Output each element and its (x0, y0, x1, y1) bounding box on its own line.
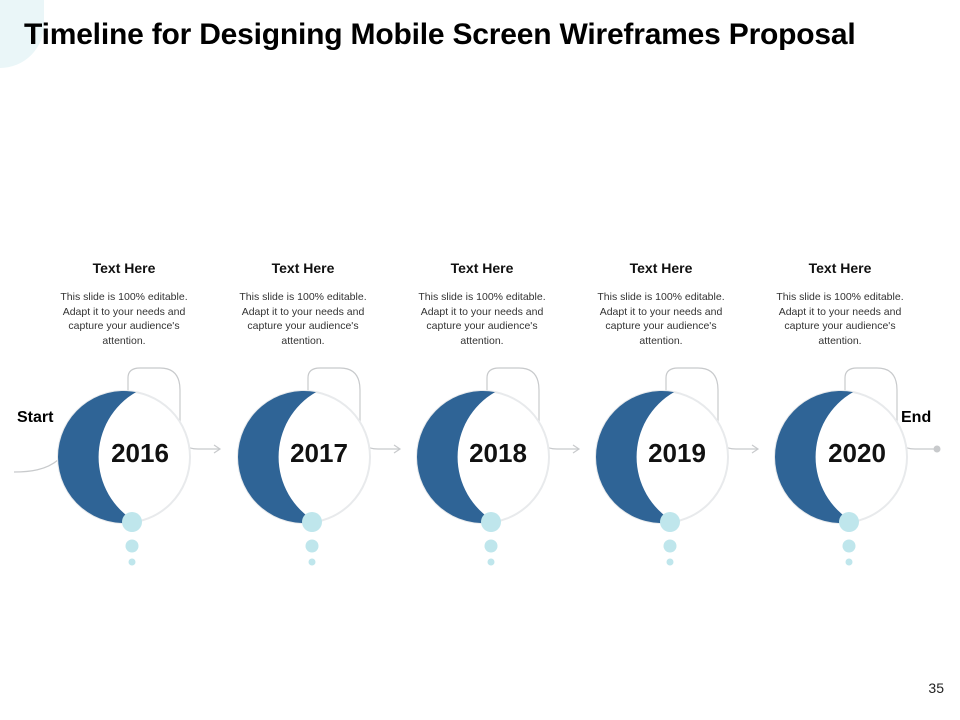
milestone-3-dot-medium (484, 539, 498, 553)
milestone-1-dot-medium (125, 539, 139, 553)
arrow-head-2 (393, 444, 402, 454)
milestone-5-year: 2020 (828, 438, 886, 468)
arrow-head-3 (572, 444, 581, 454)
milestone-1-crescent (58, 391, 136, 523)
milestone-4-year: 2019 (648, 438, 706, 468)
milestone-2-crescent (238, 391, 316, 524)
milestone-3-year: 2018 (469, 438, 527, 468)
milestone-4-dot-large (660, 512, 680, 532)
milestone-3-title: Text Here (450, 260, 514, 276)
milestone-3-dot-large (481, 512, 501, 532)
milestone-4-title: Text Here (629, 260, 693, 276)
milestone-4-crescent (596, 391, 674, 524)
slide-title: Timeline for Designing Mobile Screen Wir… (24, 18, 856, 51)
milestone-3-dot-small (487, 558, 495, 566)
milestone-5-crescent (775, 391, 853, 524)
milestone-5-dot-medium (842, 539, 856, 553)
milestone-3-text: This slide is 100% editable. Adapt it to… (418, 291, 546, 347)
arrow-head-4 (751, 444, 760, 454)
start-label: Start (17, 409, 54, 426)
milestone-5-dot-small (845, 558, 853, 566)
milestone-2-dot-small (308, 558, 316, 566)
start-connector-line (13, 459, 59, 473)
milestone-2-title: Text Here (271, 260, 335, 276)
milestone-1-title: Text Here (92, 260, 156, 276)
milestone-1-year: 2016 (111, 438, 169, 468)
end-dot (933, 445, 941, 453)
milestone-2-text: This slide is 100% editable. Adapt it to… (239, 291, 367, 347)
arrow-head-1 (213, 444, 222, 454)
page-number: 35 (928, 680, 944, 696)
milestone-1-dot-large (122, 512, 142, 532)
end-label: End (901, 409, 932, 426)
milestone-5-text: This slide is 100% editable. Adapt it to… (776, 291, 904, 347)
milestone-1-dot-small (128, 558, 136, 566)
milestone-5-dot-large (839, 512, 859, 532)
milestone-4-dot-medium (663, 539, 677, 553)
milestone-2-dot-medium (305, 539, 319, 553)
milestone-2-dot-large (302, 512, 322, 532)
milestone-1-text: This slide is 100% editable. Adapt it to… (60, 291, 188, 347)
milestone-5-title: Text Here (808, 260, 872, 276)
milestone-4-dot-small (666, 558, 674, 566)
milestone-4-text: This slide is 100% editable. Adapt it to… (597, 291, 725, 347)
milestone-2-year: 2017 (290, 438, 348, 468)
milestone-3-crescent (417, 391, 495, 524)
